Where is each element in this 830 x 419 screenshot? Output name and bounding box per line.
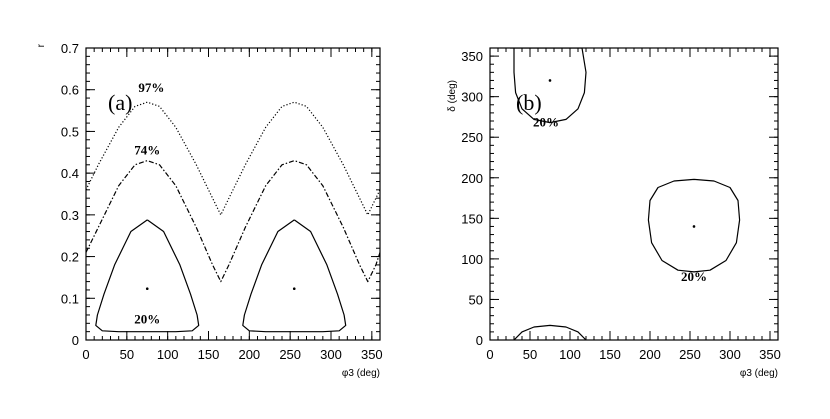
series-line-dotted [86, 101, 380, 216]
x-tick-label: 0 [486, 347, 493, 362]
x-tick-label: 150 [198, 347, 220, 362]
panel-label: (a) [108, 90, 132, 115]
y-tick-label: 0.6 [61, 83, 79, 98]
y-axis-title: δ (deg) [447, 80, 458, 112]
y-tick-label: 0.3 [61, 208, 79, 223]
centre-point [548, 79, 552, 82]
x-tick-label: 250 [679, 347, 701, 362]
series-line-solid [242, 219, 347, 333]
y-tick-label: 0.4 [61, 166, 79, 181]
y-tick-label: 0 [476, 333, 483, 348]
x-tick-label: 300 [320, 347, 342, 362]
y-tick-label: 50 [469, 292, 483, 307]
x-tick-label: 150 [599, 347, 621, 362]
y-tick-label: 0 [72, 333, 79, 348]
panel-label: (b) [516, 90, 542, 115]
panel-b: 0 50 100 150 200 250 300 350 0 50 100 150 200 250 300 3… [447, 47, 781, 379]
x-tick-label: 250 [279, 347, 301, 362]
contour-label: 74% [134, 142, 160, 157]
series-line-solid [647, 178, 741, 273]
y-tick-label: 300 [461, 90, 483, 105]
x-tick-label: 200 [639, 347, 661, 362]
x-tick-label: 0 [82, 347, 89, 362]
series-line-solid [95, 219, 200, 333]
centre-point [145, 287, 149, 290]
y-tick-label: 350 [461, 49, 483, 64]
contour-label: 20% [134, 311, 160, 326]
x-tick-label: 350 [759, 347, 781, 362]
series-line-dashed [86, 160, 380, 283]
series-line-solid [513, 324, 587, 340]
x-tick-label: 50 [523, 347, 537, 362]
x-tick-label: 50 [120, 347, 134, 362]
centre-point [692, 225, 696, 228]
x-axis-title: φ3 (deg) [740, 368, 778, 379]
x-tick-label: 350 [361, 347, 383, 362]
x-tick-label: 100 [559, 347, 581, 362]
y-tick-label: 0.7 [61, 41, 79, 56]
x-tick-label: 200 [238, 347, 260, 362]
contour-label: 20% [681, 269, 707, 284]
contour-label: 20% [533, 115, 559, 130]
y-axis-title: r [36, 43, 47, 47]
y-tick-label: 250 [461, 130, 483, 145]
x-tick-label: 300 [719, 347, 741, 362]
y-tick-label: 0.5 [61, 124, 79, 139]
x-tick-label: 100 [157, 347, 179, 362]
series-line-solid [510, 48, 587, 124]
y-tick-label: 0.1 [61, 291, 79, 306]
y-tick-label: 200 [461, 171, 483, 186]
y-tick-label: 0.2 [61, 250, 79, 265]
x-axis-title: φ3 (deg) [342, 368, 380, 379]
panel-a: 0 50 100 150 200 250 300 350 0 0.1 0.2 0.3 0.4 0.5 0.6… [36, 41, 383, 379]
centre-point [292, 287, 296, 290]
y-tick-label: 150 [461, 211, 483, 226]
contour-label: 97% [138, 80, 164, 95]
y-tick-label: 100 [461, 252, 483, 267]
